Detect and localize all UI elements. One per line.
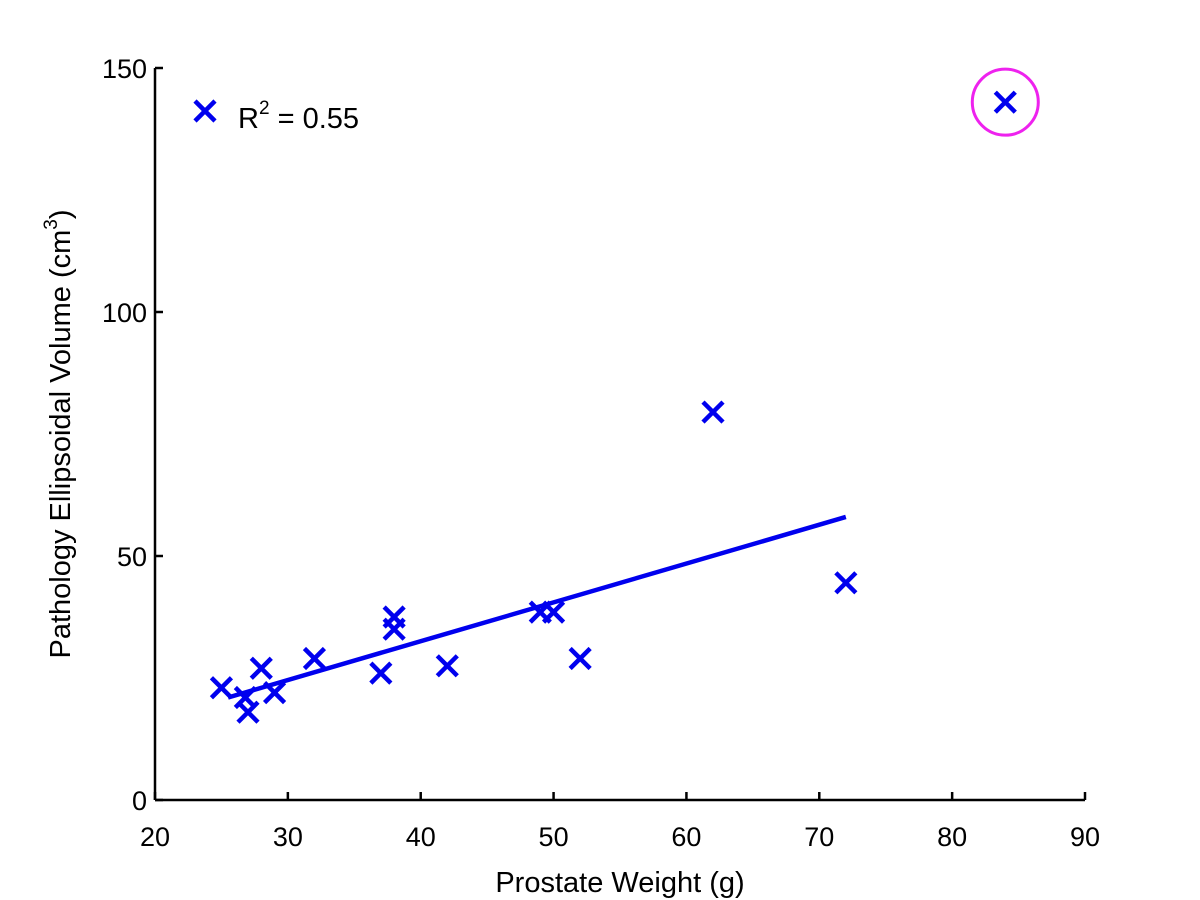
y-axis-label: Pathology Ellipsoidal Volume (cm3) (41, 209, 77, 658)
axes: 20 30 40 50 60 70 80 90 0 50 100 150 (102, 54, 1100, 852)
x-tick-label: 50 (539, 822, 569, 852)
data-point (993, 90, 1017, 114)
marker-stroke (834, 571, 858, 595)
legend: R2 = 0.55 (193, 98, 359, 135)
data-point (249, 656, 273, 680)
legend-x-marker (193, 99, 217, 123)
legend-marker-icon (193, 99, 217, 123)
data-point (701, 400, 725, 424)
marker-stroke (193, 99, 217, 123)
marker-stroke (249, 656, 273, 680)
y-tick-label: 100 (102, 298, 147, 328)
x-tick-label: 90 (1070, 822, 1100, 852)
data-point (262, 681, 287, 705)
data-point (382, 605, 406, 629)
x-tick-label: 70 (804, 822, 834, 852)
legend-label: R2 = 0.55 (238, 98, 359, 135)
y-tick-label: 50 (117, 542, 147, 572)
data-point (209, 676, 234, 700)
x-tick-label: 20 (140, 822, 170, 852)
data-point (834, 571, 858, 595)
data-point (541, 600, 566, 624)
x-tick-label: 60 (671, 822, 701, 852)
data-point (369, 661, 393, 685)
marker-stroke (701, 400, 725, 424)
data-point (236, 700, 260, 724)
marker-stroke (209, 676, 234, 700)
marker-stroke (435, 654, 459, 678)
marker-stroke (369, 661, 393, 685)
data-point (568, 646, 592, 671)
data-point (302, 646, 327, 671)
x-axis-label: Prostate Weight (g) (495, 867, 744, 899)
highlight-group (970, 67, 1040, 137)
x-tick-label: 80 (937, 822, 967, 852)
marker-stroke (382, 605, 406, 629)
x-tick-label: 40 (406, 822, 436, 852)
marker-stroke (302, 646, 327, 671)
y-tick-label: 0 (132, 786, 147, 816)
outlier-highlight-circle (970, 67, 1040, 137)
marker-stroke (568, 646, 592, 671)
x-tick-label: 30 (273, 822, 303, 852)
marker-stroke (993, 90, 1017, 114)
data-point (435, 654, 459, 678)
marker-stroke (541, 600, 566, 624)
data-points (209, 90, 1017, 724)
marker-stroke (262, 681, 287, 705)
marker-stroke (236, 700, 260, 724)
y-tick-label: 150 (102, 54, 147, 84)
